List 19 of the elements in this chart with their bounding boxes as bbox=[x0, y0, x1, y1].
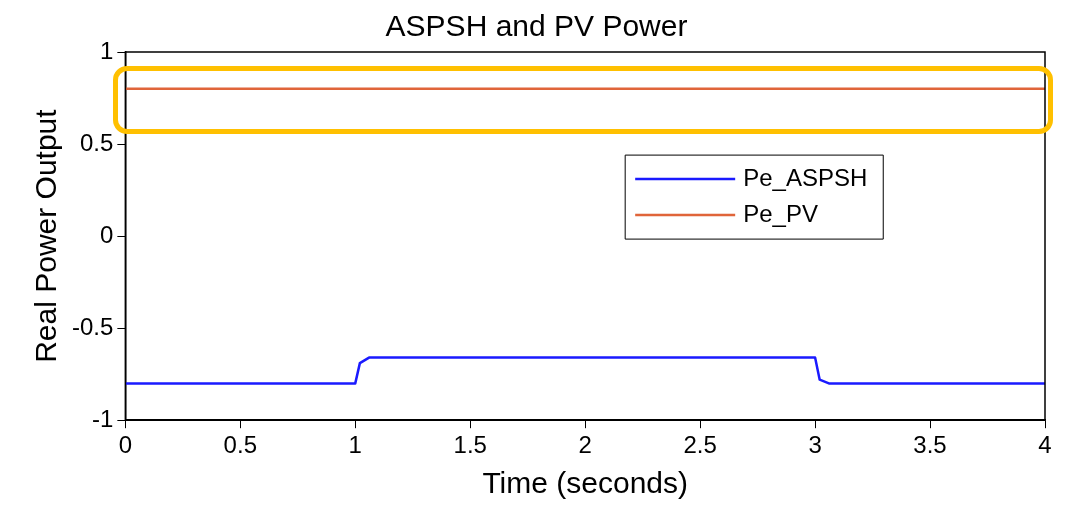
x-tick-label: 2 bbox=[578, 431, 592, 459]
x-tick-label: 1.5 bbox=[453, 431, 487, 459]
x-tick-label: 3.5 bbox=[913, 431, 947, 459]
legend-label: Pe_ASPSH bbox=[743, 163, 868, 191]
y-tick-label: 1 bbox=[100, 36, 114, 64]
x-axis-title: Time (seconds) bbox=[482, 466, 688, 500]
y-axis-title: Real Power Output bbox=[29, 108, 63, 363]
x-tick-label: 1 bbox=[348, 431, 362, 459]
y-tick-label: 0.5 bbox=[79, 128, 114, 156]
x-tick-label: 4 bbox=[1038, 431, 1052, 459]
y-tick-label: 0 bbox=[100, 220, 114, 248]
chart-title: ASPSH and PV Power bbox=[385, 9, 688, 43]
x-tick-label: 3 bbox=[808, 431, 822, 459]
x-tick-label: 0 bbox=[118, 431, 133, 459]
x-tick-label: 0.5 bbox=[223, 431, 257, 459]
y-tick-label: -0.5 bbox=[72, 312, 114, 340]
y-tick-label: -1 bbox=[92, 404, 114, 432]
x-tick-label: 2.5 bbox=[683, 431, 717, 459]
legend-label: Pe_PV bbox=[743, 199, 818, 227]
